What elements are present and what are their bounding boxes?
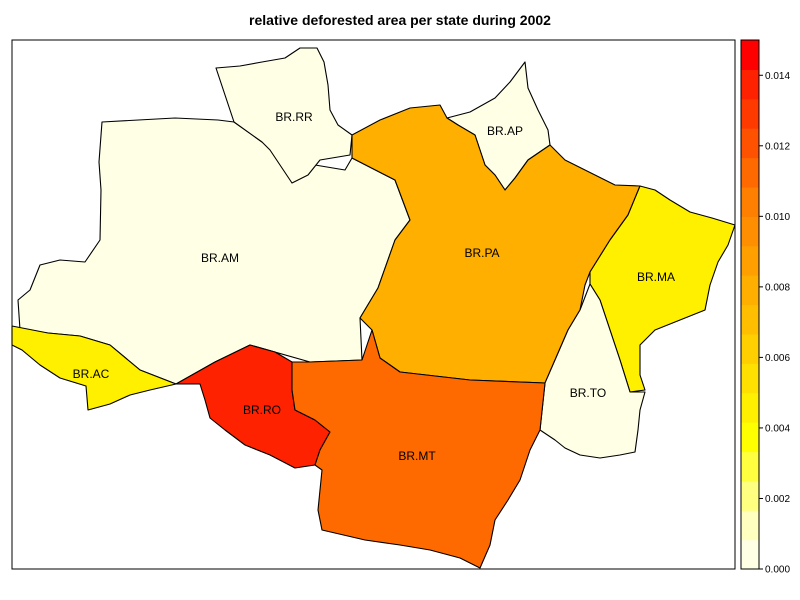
- state-to[interactable]: [539, 283, 646, 459]
- legend-tick-label: 0.000: [765, 565, 790, 576]
- plot-frame: [11, 39, 736, 570]
- color-legend: 0.000 0.002 0.004 0.006 0.008 0.010 0.012 0.014: [740, 39, 790, 576]
- legend-swatch: [741, 480, 759, 511]
- legend-swatch: [741, 422, 759, 453]
- state-ac[interactable]: [11, 325, 177, 411]
- legend-tick-label: 0.004: [765, 423, 790, 434]
- legend-tick-label: 0.010: [765, 212, 790, 223]
- legend-swatch: [741, 216, 759, 247]
- legend-swatch: [741, 245, 759, 276]
- state-label-ac: BR.AC: [73, 367, 110, 381]
- legend-swatch: [741, 40, 759, 70]
- state-label-am: BR.AM: [201, 251, 239, 265]
- legend-swatch: [741, 392, 759, 423]
- state-label-to: BR.TO: [570, 386, 606, 400]
- state-rr[interactable]: [215, 47, 353, 184]
- legend-frame: [740, 39, 760, 570]
- legend-tick-label: 0.002: [765, 494, 790, 505]
- legend-swatch: [741, 98, 759, 129]
- state-label-ap: BR.AP: [487, 124, 523, 138]
- legend-swatch: [741, 69, 759, 100]
- legend-swatch: [741, 128, 759, 159]
- state-label-rr: BR.RR: [275, 110, 313, 124]
- state-mt[interactable]: [291, 329, 546, 569]
- legend-swatch: [741, 333, 759, 364]
- legend-swatch: [741, 451, 759, 482]
- state-label-mt: BR.MT: [398, 449, 436, 463]
- state-label-ma: BR.MA: [637, 270, 675, 284]
- state-ma[interactable]: [589, 185, 736, 393]
- legend-tick-label: 0.006: [765, 353, 790, 364]
- legend-swatch: [741, 157, 759, 188]
- legend-swatch: [741, 304, 759, 335]
- legend-swatch: [741, 510, 759, 541]
- legend-tick-label: 0.008: [765, 282, 790, 293]
- legend-swatch: [741, 363, 759, 394]
- legend-swatch: [741, 275, 759, 306]
- map-title: relative deforested area per state durin…: [249, 12, 551, 28]
- state-label-ro: BR.RO: [243, 403, 281, 417]
- legend-swatch: [741, 186, 759, 217]
- legend-swatch: [741, 539, 759, 570]
- state-label-pa: BR.PA: [464, 246, 499, 260]
- legend-tick-label: 0.012: [765, 141, 790, 152]
- legend-tick-label: 0.014: [765, 71, 790, 82]
